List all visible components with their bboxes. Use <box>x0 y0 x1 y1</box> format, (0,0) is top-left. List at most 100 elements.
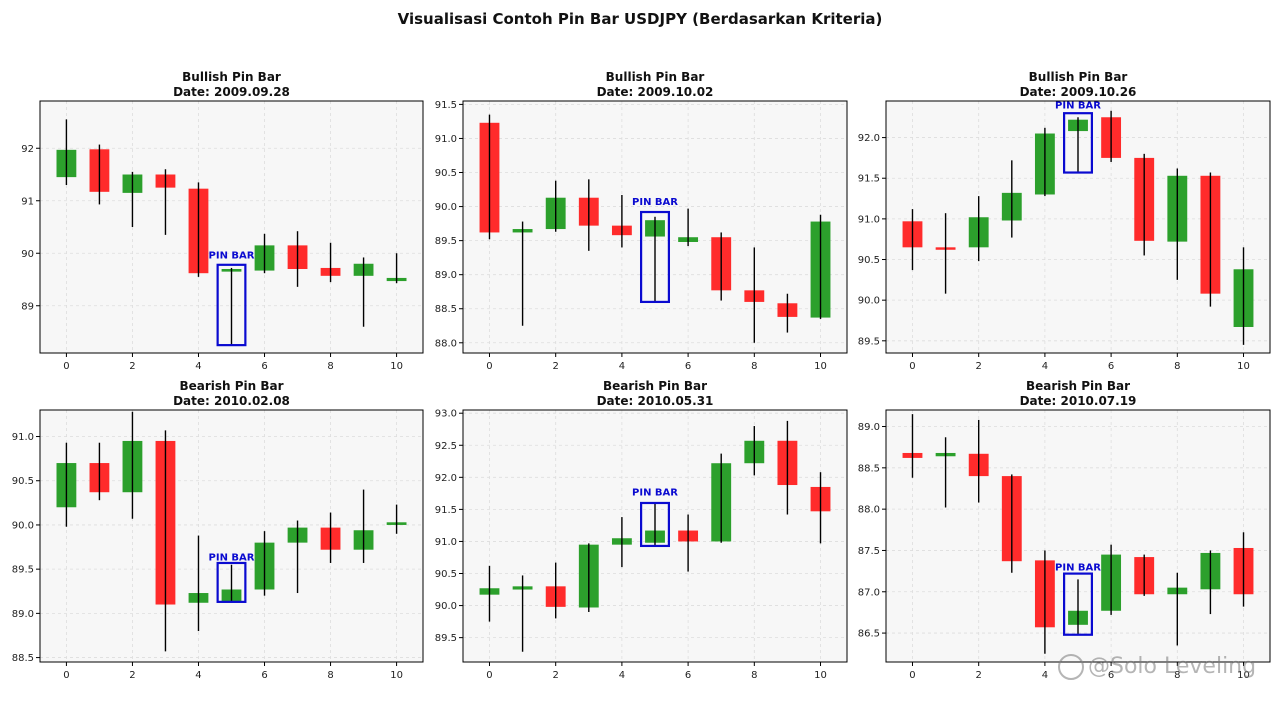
x-tick-label: 6 <box>261 670 267 681</box>
x-tick-label: 6 <box>1108 670 1114 681</box>
y-tick-label: 89.0 <box>858 422 880 433</box>
x-tick-label: 6 <box>685 361 691 372</box>
y-tick-label: 88.5 <box>858 463 880 474</box>
chart-panel-1: PIN BAR 0 2 4 6 8 10 89 90 91 92 Bullish Pin BarDat… <box>21 70 424 372</box>
x-tick-label: 8 <box>327 670 333 681</box>
pin-bar-highlight-box <box>639 501 671 548</box>
x-tick-label: 2 <box>129 670 135 681</box>
x-tick-label: 8 <box>751 670 757 681</box>
chart-title: Bullish Pin Bar <box>606 70 705 84</box>
y-tick-label: 90.0 <box>858 296 880 307</box>
pin-bar-highlight-box <box>639 210 671 304</box>
chart-subtitle: Date: 2009.10.02 <box>597 85 714 99</box>
pin-bar-label: PIN BAR <box>1055 100 1101 111</box>
chart-title: Bearish Pin Bar <box>1026 379 1130 393</box>
y-tick-label: 90.5 <box>435 168 457 179</box>
x-tick-label: 10 <box>1237 361 1250 372</box>
x-tick-label: 8 <box>327 361 333 372</box>
y-tick-label: 88.5 <box>12 653 34 664</box>
x-tick-label: 2 <box>553 361 559 372</box>
x-tick-label: 4 <box>195 361 201 372</box>
x-tick-label: 2 <box>976 670 982 681</box>
x-tick-label: 2 <box>976 361 982 372</box>
chart-subtitle: Date: 2010.07.19 <box>1020 394 1137 408</box>
x-tick-label: 10 <box>814 670 827 681</box>
y-tick-label: 91.0 <box>435 134 457 145</box>
y-tick-label: 88.5 <box>435 304 457 315</box>
pin-bar-highlight-box <box>1062 112 1094 174</box>
chart-title: Bearish Pin Bar <box>603 379 707 393</box>
x-tick-label: 4 <box>1042 361 1048 372</box>
y-tick-label: 87.5 <box>858 546 880 557</box>
chart-panel-6: PIN BAR 0 2 4 6 8 10 86.5 87.0 87.5 88.0 88.5 89.0 Be… <box>858 379 1271 681</box>
axes-frame <box>462 100 848 354</box>
y-tick-label: 88.0 <box>858 505 880 516</box>
chart-subtitle: Date: 2009.09.28 <box>173 85 290 99</box>
chart-subtitle: Date: 2010.05.31 <box>597 394 714 408</box>
x-tick-label: 6 <box>1108 361 1114 372</box>
pin-bar-highlight-box <box>216 263 247 347</box>
chart-subtitle: Date: 2010.02.08 <box>173 394 290 408</box>
y-tick-label: 89.0 <box>12 609 34 620</box>
axes-frame <box>39 100 424 354</box>
pin-bar-highlight-box <box>216 561 247 603</box>
y-tick-label: 89.0 <box>435 270 457 281</box>
pin-bar-label: PIN BAR <box>632 197 678 208</box>
x-tick-label: 4 <box>619 670 625 681</box>
watermark: @Solo Leveling <box>1058 654 1256 680</box>
y-tick-label: 88.0 <box>435 338 457 349</box>
pin-bar-label: PIN BAR <box>209 552 255 563</box>
x-tick-label: 4 <box>195 670 201 681</box>
chart-subtitle: Date: 2009.10.26 <box>1020 85 1137 99</box>
y-tick-label: 92.0 <box>858 133 880 144</box>
y-tick-label: 86.5 <box>858 629 880 640</box>
x-tick-label: 2 <box>553 670 559 681</box>
x-tick-label: 10 <box>1237 670 1250 681</box>
y-tick-label: 91.0 <box>858 214 880 225</box>
y-tick-label: 90 <box>21 249 34 260</box>
y-tick-label: 91.0 <box>435 537 457 548</box>
x-tick-label: 4 <box>619 361 625 372</box>
x-tick-label: 8 <box>1174 670 1180 681</box>
chart-title: Bearish Pin Bar <box>179 379 283 393</box>
x-tick-label: 6 <box>685 670 691 681</box>
axes-frame <box>462 409 848 663</box>
x-tick-label: 0 <box>909 361 915 372</box>
y-tick-label: 93.0 <box>435 409 457 420</box>
y-tick-label: 91.5 <box>858 174 880 185</box>
chart-panel-2: PIN BAR 0 2 4 6 8 10 88.0 88.5 89.0 89.5 90.0 90.5 91… <box>435 70 848 372</box>
y-tick-label: 90.5 <box>12 476 34 487</box>
pin-bar-highlight-box <box>1062 572 1094 636</box>
x-tick-label: 4 <box>1042 670 1048 681</box>
y-tick-label: 91.0 <box>12 432 34 443</box>
watermark-text: @Solo Leveling <box>1088 654 1257 679</box>
x-tick-label: 0 <box>909 670 915 681</box>
y-tick-label: 89.5 <box>858 336 880 347</box>
y-tick-label: 92 <box>21 144 34 155</box>
pin-bar-label: PIN BAR <box>1055 562 1101 573</box>
x-tick-label: 6 <box>261 361 267 372</box>
x-tick-label: 0 <box>486 361 492 372</box>
y-tick-label: 92.5 <box>435 441 457 452</box>
x-tick-label: 0 <box>63 361 69 372</box>
figure-title: Visualisasi Contoh Pin Bar USDJPY (Berda… <box>397 10 883 28</box>
y-tick-label: 90.5 <box>435 569 457 580</box>
y-tick-label: 91 <box>21 196 34 207</box>
y-tick-label: 91.5 <box>435 505 457 516</box>
x-tick-label: 2 <box>129 361 135 372</box>
watermark-logo-icon <box>1058 654 1084 680</box>
x-tick-label: 0 <box>63 670 69 681</box>
y-tick-label: 90.5 <box>858 255 880 266</box>
x-tick-label: 0 <box>486 670 492 681</box>
chart-title: Bullish Pin Bar <box>182 70 281 84</box>
y-tick-label: 89 <box>21 301 34 312</box>
pin-bar-label: PIN BAR <box>632 487 678 498</box>
chart-panel-5: PIN BAR 0 2 4 6 8 10 89.5 90.0 90.5 91.0 91.5 92.0 92… <box>435 379 848 681</box>
chart-title: Bullish Pin Bar <box>1029 70 1128 84</box>
y-tick-label: 89.5 <box>435 633 457 644</box>
x-tick-label: 10 <box>390 361 403 372</box>
y-tick-label: 90.0 <box>12 520 34 531</box>
axes-frame <box>39 409 424 663</box>
y-tick-label: 89.5 <box>435 236 457 247</box>
